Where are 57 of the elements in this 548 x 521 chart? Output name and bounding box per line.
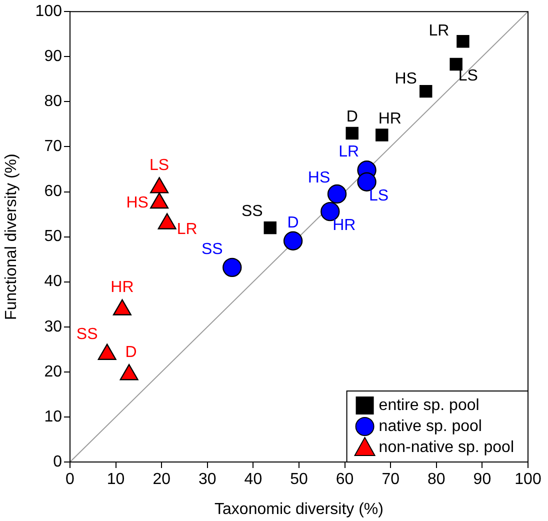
- x-tick-label: 20: [152, 471, 171, 488]
- legend-label: non-native sp. pool: [378, 438, 514, 456]
- point: [264, 221, 277, 234]
- point: [283, 231, 303, 250]
- point: [327, 184, 347, 204]
- legend-label: native sp. pool: [378, 418, 482, 435]
- annotation: HS: [308, 169, 330, 186]
- point: [376, 128, 388, 142]
- y-tick-label: 30: [44, 318, 62, 336]
- y-tick-label: 10: [44, 408, 62, 426]
- y-tick-label: 100: [35, 3, 62, 20]
- x-tick-label: 0: [66, 471, 75, 488]
- annotation: LR: [176, 221, 198, 238]
- x-tick-label: 100: [514, 471, 542, 488]
- x-axis-title: Taxonomic diversity (%): [214, 500, 384, 518]
- x-tick-label: 50: [290, 471, 308, 488]
- annotation: SS: [241, 203, 263, 220]
- annotation: LS: [150, 157, 170, 174]
- y-tick-label: 80: [44, 93, 62, 110]
- annotation: HR: [110, 279, 134, 296]
- x-tick-label: 30: [198, 471, 216, 488]
- annotation: HR: [378, 110, 402, 128]
- x-tick-label: 40: [244, 471, 262, 488]
- y-tick-label: 40: [44, 273, 62, 290]
- y-axis-title: Functional diversity (%): [3, 154, 20, 320]
- annotation: LS: [458, 68, 478, 85]
- annotation: SS: [201, 240, 223, 258]
- point: [222, 258, 242, 278]
- point: [112, 299, 132, 316]
- x-tick-label: 60: [336, 471, 354, 488]
- annotation: HR: [332, 216, 356, 234]
- annotation: LR: [338, 144, 360, 161]
- legend-label: entire sp. pool: [378, 396, 480, 414]
- point: [420, 84, 432, 98]
- point: [450, 58, 462, 71]
- point: [346, 126, 358, 140]
- y-tick-label: 0: [53, 453, 62, 470]
- point: [456, 34, 470, 48]
- x-tick-label: 80: [428, 471, 446, 488]
- annotation: D: [125, 344, 137, 362]
- annotation: LS: [368, 187, 389, 204]
- y-tick-label: 50: [44, 228, 62, 246]
- y-tick-label: 90: [44, 48, 62, 66]
- annotation: HS: [394, 70, 417, 88]
- x-tick-label: 90: [473, 471, 492, 488]
- annotation: D: [346, 108, 358, 126]
- annotation: LR: [428, 22, 450, 40]
- x-tick-label: 10: [106, 471, 125, 488]
- annotation: HS: [126, 194, 148, 212]
- y-tick-label: 20: [44, 363, 62, 380]
- x-tick-label: 70: [382, 471, 400, 488]
- y-tick-label: 70: [44, 138, 62, 156]
- annotation: SS: [76, 326, 98, 343]
- point: [98, 344, 116, 360]
- annotation: D: [287, 214, 299, 232]
- point: [120, 364, 138, 380]
- y-tick-label: 60: [44, 183, 62, 200]
